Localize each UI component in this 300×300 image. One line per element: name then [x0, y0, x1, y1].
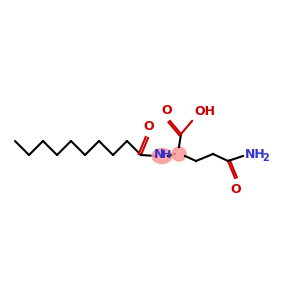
Text: O: O [162, 104, 172, 117]
Text: OH: OH [194, 105, 215, 118]
Text: H: H [162, 150, 172, 160]
Text: N: N [154, 148, 164, 161]
Ellipse shape [152, 148, 172, 164]
Ellipse shape [172, 147, 186, 161]
Text: O: O [231, 183, 241, 196]
Text: O: O [144, 120, 154, 133]
Text: NH: NH [245, 148, 266, 161]
Text: 2: 2 [262, 153, 269, 163]
